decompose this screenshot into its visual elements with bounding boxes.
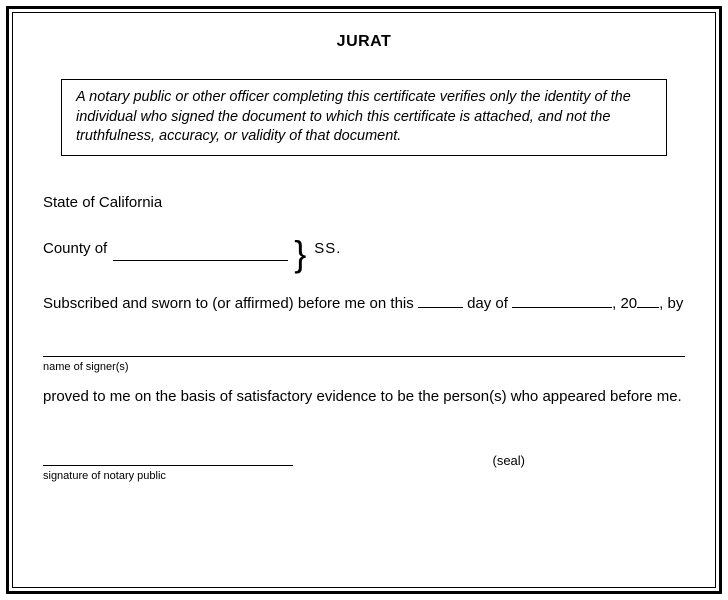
by-suffix: , by bbox=[659, 295, 683, 312]
month-blank[interactable] bbox=[512, 293, 612, 308]
inner-frame: JURAT A notary public or other officer c… bbox=[12, 12, 716, 588]
signature-caption: signature of notary public bbox=[43, 468, 293, 485]
sworn-prefix: Subscribed and sworn to (or affirmed) be… bbox=[43, 295, 418, 312]
county-label: County of bbox=[43, 238, 107, 261]
proved-statement: proved to me on the basis of satisfactor… bbox=[43, 386, 685, 407]
outer-frame: JURAT A notary public or other officer c… bbox=[6, 6, 722, 594]
brace-icon: } bbox=[294, 243, 306, 265]
county-blank[interactable] bbox=[113, 246, 288, 261]
year-prefix: , 20 bbox=[612, 295, 637, 312]
document-title: JURAT bbox=[43, 33, 685, 51]
signature-blank[interactable] bbox=[43, 452, 293, 466]
signature-block: signature of notary public bbox=[43, 452, 293, 485]
sworn-line: Subscribed and sworn to (or affirmed) be… bbox=[43, 293, 685, 316]
signature-row: signature of notary public (seal) bbox=[43, 451, 685, 485]
day-of-label: day of bbox=[463, 295, 512, 312]
year-blank[interactable] bbox=[637, 293, 659, 308]
form-content: State of California County of } SS. Subs… bbox=[43, 192, 685, 485]
signer-name-blank[interactable] bbox=[43, 343, 685, 357]
signer-caption: name of signer(s) bbox=[43, 359, 685, 376]
day-blank[interactable] bbox=[418, 293, 463, 308]
seal-label: (seal) bbox=[492, 451, 525, 471]
notice-box: A notary public or other officer complet… bbox=[61, 79, 667, 156]
county-line: County of } SS. bbox=[43, 238, 685, 261]
state-line: State of California bbox=[43, 192, 685, 215]
ss-label: SS. bbox=[314, 238, 341, 261]
